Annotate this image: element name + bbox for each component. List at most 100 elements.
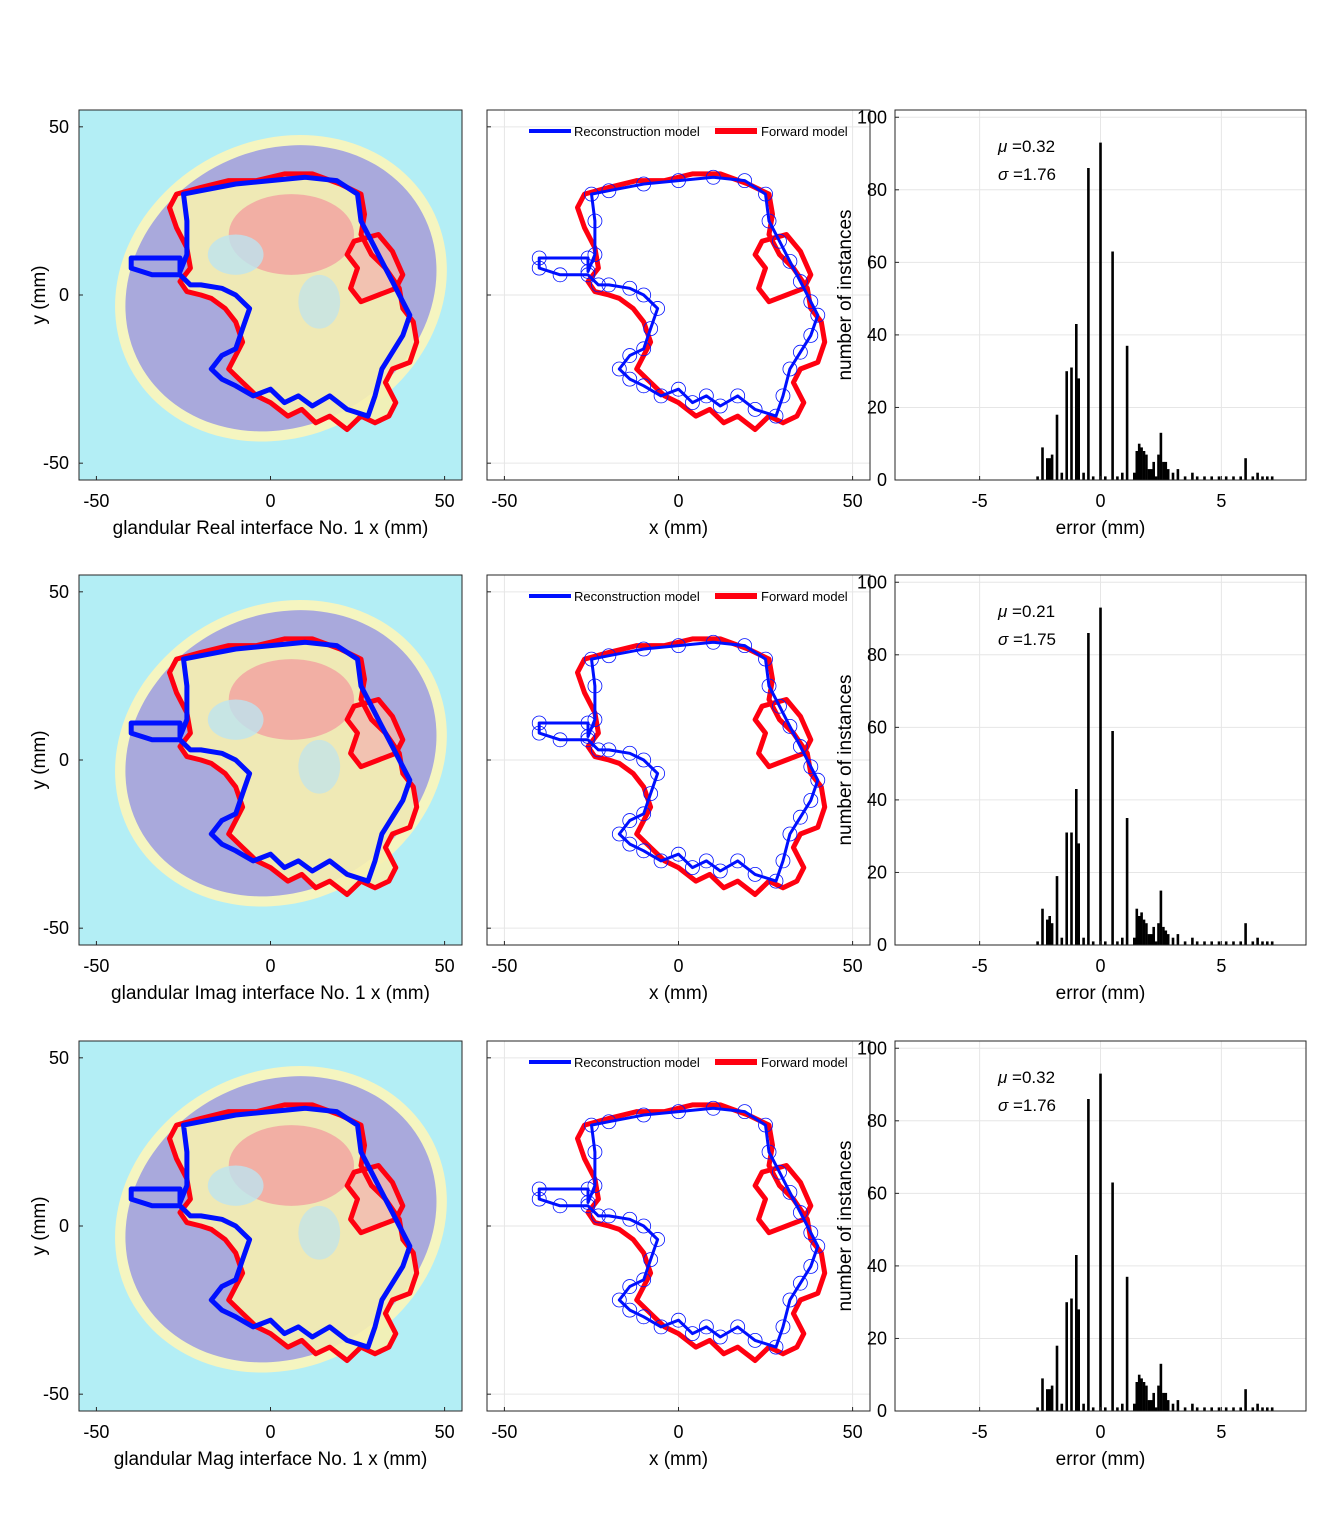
histogram-bar (1055, 414, 1059, 480)
histogram-bar (1176, 934, 1180, 945)
matching-circle (747, 866, 763, 882)
histogram-bar (1046, 458, 1049, 480)
histogram-bar (1121, 472, 1124, 480)
histogram-bar (1159, 890, 1163, 945)
matching-circle (601, 183, 617, 199)
matching-circle (636, 1309, 652, 1325)
histogram-bar (1111, 1182, 1114, 1411)
histogram-bar (1091, 941, 1095, 945)
legend-recon-label: Reconstruction model (574, 124, 700, 139)
matching-circle (712, 863, 728, 879)
histogram-bar (1147, 934, 1151, 945)
histogram-bar (1162, 926, 1165, 945)
matching-circle (782, 1292, 798, 1308)
y-tick-label: 50 (49, 117, 69, 137)
histogram-bar (1164, 1392, 1168, 1411)
histogram-bar (1171, 1403, 1175, 1411)
matching-circle (758, 186, 773, 202)
matching-circle (775, 388, 791, 404)
histogram-bar (1087, 633, 1090, 945)
matching-circle (622, 1302, 638, 1318)
histogram-bar (1203, 941, 1206, 945)
x-tick-label: -5 (972, 491, 988, 511)
histogram-bar (1152, 1392, 1155, 1411)
histogram-bar (1183, 1407, 1187, 1411)
histogram-bar (1135, 1382, 1139, 1411)
x-axis-label: error (mm) (1056, 1449, 1146, 1470)
matching-circle (761, 678, 777, 694)
y-tick-label: -50 (43, 453, 69, 473)
histogram-bar (1244, 458, 1247, 480)
histogram-bar (1075, 1255, 1078, 1411)
x-axis-label: glandular Real interface No. 1 x (mm) (113, 518, 429, 539)
reconstruction-contour (537, 175, 820, 418)
histogram-bar (1164, 461, 1168, 480)
histogram-bar (1091, 476, 1095, 480)
matching-circle (650, 1232, 666, 1247)
x-tick-label: 50 (435, 491, 455, 511)
histogram-bar (1082, 472, 1085, 480)
histogram-bar (1087, 1099, 1090, 1411)
matching-circle (761, 1144, 777, 1160)
matching-circle (531, 260, 547, 276)
mu-annotation: μ =0.32 (997, 137, 1055, 156)
histogram-bar (1125, 1276, 1129, 1411)
histogram-bar (1091, 1407, 1095, 1411)
histogram-bar (1270, 941, 1274, 945)
histogram-bar (1195, 941, 1199, 945)
histogram-bar (1162, 1392, 1165, 1411)
legend-forward-label: Forward model (761, 589, 848, 604)
matching-circle (622, 348, 638, 363)
histogram-bar (1125, 345, 1129, 480)
y-tick-label: -50 (43, 1384, 69, 1404)
y-tick-label: 0 (59, 285, 69, 305)
matching-circle (622, 371, 638, 387)
matching-circle (737, 1104, 753, 1120)
histogram-bar (1154, 476, 1158, 480)
histogram-bar (1082, 937, 1085, 945)
sigma-annotation: σ =1.75 (998, 630, 1056, 649)
matching-circle (580, 715, 596, 731)
histogram-bar (1224, 476, 1228, 480)
histogram-bar (1060, 472, 1064, 480)
x-tick-label: -50 (83, 1422, 109, 1442)
histogram-bar (1060, 937, 1064, 945)
x-tick-label: 5 (1216, 1422, 1226, 1442)
histogram-bar (1070, 367, 1073, 480)
matching-circle (792, 809, 808, 825)
histogram-bar (1232, 941, 1235, 945)
histogram-bar (1270, 476, 1274, 480)
matching-circle (580, 1195, 596, 1210)
y-tick-label: 60 (867, 717, 887, 737)
histogram-bar (1104, 941, 1107, 945)
matching-circle (601, 742, 617, 758)
histogram-bar (1171, 937, 1175, 945)
matching-circle (810, 307, 826, 323)
histogram-bar (1164, 930, 1168, 945)
histogram-bar (1055, 1345, 1059, 1411)
histogram-bar (1147, 1400, 1151, 1411)
matching-circle (803, 759, 819, 775)
histogram-bar (1121, 937, 1124, 945)
histogram-bar (1176, 1400, 1180, 1411)
histogram-bar (1251, 476, 1255, 480)
matching-circle (643, 321, 659, 337)
histogram-bar (1116, 476, 1119, 480)
x-axis-label: glandular Mag interface No. 1 x (mm) (114, 1449, 428, 1470)
y-tick-label: 50 (49, 1048, 69, 1068)
matching-circle (730, 1319, 746, 1335)
histogram-bar (1251, 941, 1255, 945)
matching-circle (705, 1100, 721, 1116)
matching-circle (671, 173, 686, 189)
matching-circle (792, 274, 808, 289)
y-axis-label: number of instances (835, 674, 856, 845)
histogram-bar (1171, 472, 1175, 480)
histogram-bar (1159, 1363, 1163, 1411)
histogram-bar (1041, 1378, 1044, 1411)
y-tick-label: 20 (867, 397, 887, 417)
matching-circle (782, 1184, 798, 1200)
histogram-bar (1150, 469, 1153, 480)
matching-circle (685, 860, 700, 876)
